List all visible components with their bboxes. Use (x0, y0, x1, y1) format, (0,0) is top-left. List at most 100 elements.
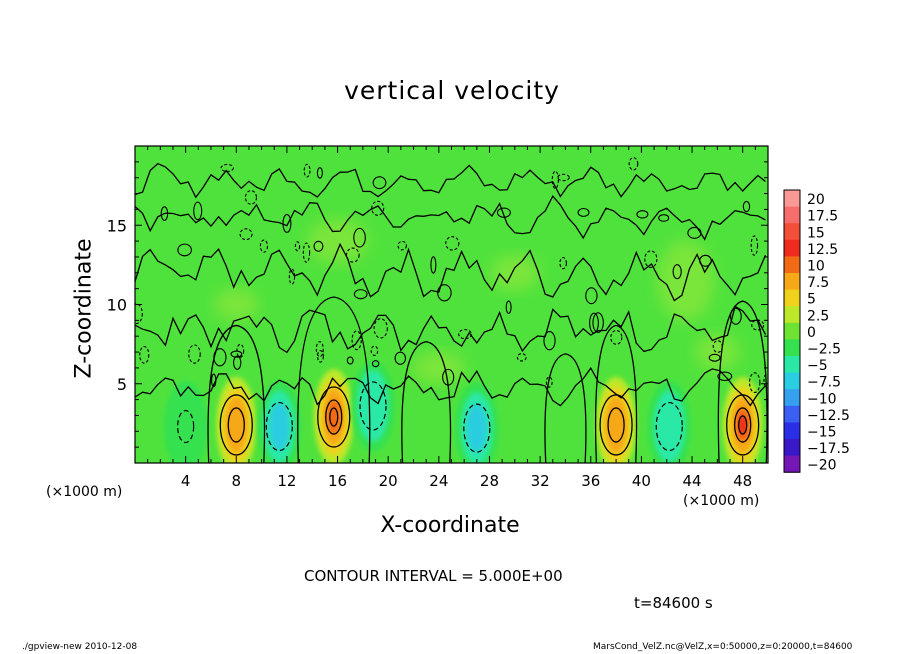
eddy-contour (551, 170, 559, 189)
colorbar-swatch (784, 223, 800, 241)
positive-contour (329, 407, 339, 427)
x-axis: 4 8 12 16 20 24 28 32 36 40 44 48 (147, 146, 756, 490)
x-tick-label: 32 (531, 472, 550, 490)
eddy-contour (211, 373, 217, 388)
eddy-contour (748, 372, 761, 393)
y-axis: 5 10 15 (107, 161, 768, 448)
eddy-contour (717, 371, 733, 382)
positive-contour (607, 407, 625, 443)
negative-contour (655, 401, 683, 452)
texture-patch (490, 254, 539, 291)
eddy-contour (636, 210, 649, 219)
eddy-contour (505, 300, 512, 314)
x-tick-label: 8 (232, 472, 242, 490)
colorbar-label: 10 (807, 259, 825, 275)
colorbar-label: −10 (807, 391, 837, 407)
eddy-contour (557, 173, 570, 182)
colorbar-swatch (784, 439, 800, 457)
y-tick-label: 15 (107, 216, 127, 235)
negative-contour (265, 401, 293, 452)
eddy-contour (259, 239, 269, 253)
zero-contour (544, 353, 587, 463)
colorbar-swatch (784, 389, 800, 407)
colorbar-label: 5 (807, 292, 816, 308)
eddy-contour (188, 344, 201, 364)
positive-contour (734, 407, 752, 443)
eddy-contour (397, 240, 407, 251)
eddy-contour (244, 190, 258, 205)
zero-contour (594, 324, 638, 463)
eddy-contour (160, 206, 169, 221)
eddy-contour (763, 373, 768, 389)
eddy-contour (177, 243, 192, 257)
y-tick-label: 5 (117, 375, 127, 394)
colorbar-swatch (784, 455, 800, 473)
y-axis-label: Z-coordinate (71, 238, 97, 379)
colorbar-swatch (784, 405, 800, 423)
eddy-contour (708, 353, 721, 362)
colorbar-label: 7.5 (807, 275, 829, 291)
eddy-contour (543, 331, 556, 351)
negative-contour (359, 381, 387, 431)
y-tick-label: 10 (107, 296, 127, 315)
eddy-contour (282, 214, 292, 233)
colorbar-label: −20 (807, 458, 837, 474)
positive-contour (738, 415, 748, 435)
eddy-contour (353, 227, 366, 248)
zero-contour (401, 341, 452, 463)
eddy-contour (302, 242, 311, 263)
downdraft-core (163, 380, 208, 463)
colorbar-swatch (784, 422, 800, 440)
positive-contour (599, 394, 633, 456)
zero-contour (297, 296, 371, 463)
eddy-contour (559, 256, 567, 270)
texture-patch (695, 334, 740, 371)
x-tick-label: 20 (379, 472, 398, 490)
colorbar-label: −7.5 (807, 375, 841, 391)
positive-contour (219, 394, 253, 456)
time-label: t=84600 s (634, 594, 713, 612)
colorbar-swatch (784, 356, 800, 374)
colorbar-swatch (784, 190, 800, 208)
turbulent-contour (135, 194, 766, 241)
eddy-contour (437, 284, 452, 302)
eddy-contour (315, 341, 324, 358)
eddy-contour (213, 348, 227, 367)
x-unit-right: (×1000 m) (683, 493, 760, 509)
eddy-contour (750, 235, 759, 256)
updraft-core (605, 396, 628, 453)
texture-patch (214, 288, 259, 321)
eddy-contour (230, 350, 243, 358)
x-tick-label: 4 (181, 472, 191, 490)
x-tick-label: 40 (632, 472, 651, 490)
eddy-contour (135, 303, 143, 325)
eddy-contour (628, 157, 639, 171)
colorbar-label: 17.5 (807, 209, 838, 225)
turbulent-contour (135, 366, 766, 407)
eddy-contour (317, 349, 324, 363)
eddy-contour (371, 200, 385, 216)
eddy-contour (442, 368, 455, 386)
eddy-contour (496, 207, 511, 218)
eddy-contour (430, 256, 437, 274)
eddy-contour (346, 356, 354, 365)
eddy-contour (353, 289, 368, 300)
colorbar-frame (783, 189, 801, 473)
eddy-contour (742, 200, 751, 213)
zero-contour (207, 324, 266, 463)
colorbar: 2017.51512.5107.552.50−2.5−5−7.5−10−12.5… (783, 189, 850, 474)
colorbar-label: 15 (807, 225, 825, 241)
eddy-contour (294, 241, 301, 252)
velocity-field (163, 219, 763, 463)
positive-contour (325, 399, 343, 435)
turbulent-contour (135, 162, 766, 199)
eddy-contour (445, 236, 460, 251)
eddy-contour (233, 355, 242, 370)
eddy-contour (516, 353, 527, 362)
eddy-contour (345, 247, 360, 263)
eddy-contour (316, 167, 323, 179)
eddy-contour (585, 287, 598, 305)
positive-contour (227, 407, 245, 443)
colorbar-label: −17.5 (807, 441, 850, 457)
